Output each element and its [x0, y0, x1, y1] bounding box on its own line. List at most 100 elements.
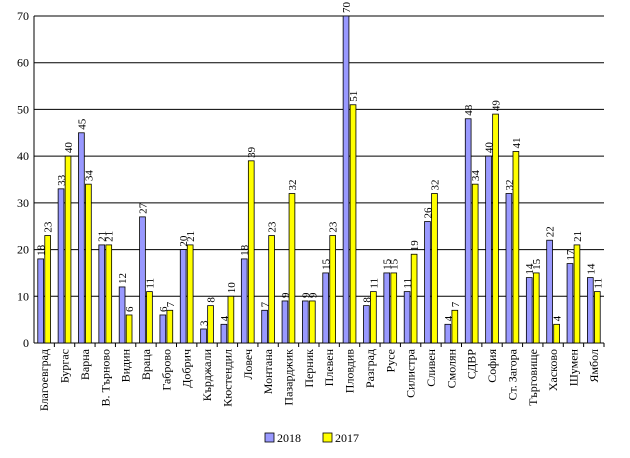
category-label: Кърджали: [200, 348, 214, 401]
category-label: Габрово: [159, 349, 173, 391]
bar-2018-25: [546, 239, 553, 344]
data-label-2018-11: 7: [260, 301, 272, 307]
data-label-2017-18: 19: [409, 240, 421, 252]
data-label-2018-22: 40: [484, 142, 496, 154]
data-label-2017-19: 32: [429, 180, 441, 191]
data-label-2017-7: 21: [185, 231, 197, 242]
bar-2018-8: [200, 328, 207, 344]
legend-label-2017: 2017: [335, 431, 359, 445]
data-label-2018-0: 18: [36, 244, 48, 256]
bar-2018-16: [363, 305, 370, 344]
data-label-2018-26: 17: [565, 249, 577, 261]
bar-2018-9: [220, 323, 228, 344]
bar-2017-2: [85, 183, 92, 344]
bar-2017-10: [247, 160, 255, 344]
bar-2017-22: [492, 113, 499, 344]
data-label-2018-23: 32: [504, 180, 516, 191]
data-label-2018-6: 6: [158, 306, 170, 312]
data-label-2017-1: 40: [63, 142, 75, 154]
bar-2018-13: [302, 300, 309, 344]
data-label-2018-21: 48: [463, 104, 475, 116]
bar-2018-20: [444, 323, 452, 344]
bar-2017-25: [553, 323, 560, 344]
data-label-2018-4: 12: [117, 273, 129, 284]
data-label-2017-5: 11: [144, 278, 156, 289]
data-label-2018-25: 22: [545, 226, 557, 237]
data-label-2017-0: 23: [43, 221, 55, 233]
data-label-2018-7: 20: [178, 235, 190, 247]
bar-2017-24: [532, 272, 540, 344]
data-label-2017-21: 34: [470, 170, 482, 182]
y-tick-label: 10: [17, 289, 29, 303]
y-tick-label: 40: [17, 149, 29, 163]
bar-2017-19: [431, 193, 438, 344]
category-label: Разград: [363, 349, 377, 388]
bar-2018-1: [57, 188, 65, 344]
category-label: Варна: [78, 348, 92, 380]
category-label: В. Търново: [98, 349, 112, 407]
bar-2018-6: [159, 314, 167, 344]
category-label: Перник: [302, 349, 316, 388]
bar-2018-24: [525, 277, 533, 344]
bar-2017-0: [44, 235, 51, 344]
bar-2017-16: [370, 291, 377, 344]
data-label-2017-11: 23: [267, 221, 279, 233]
bar-2017-15: [349, 104, 357, 344]
data-label-2018-3: 21: [97, 231, 109, 242]
category-label: Пазарджик: [281, 349, 295, 406]
category-label: Шумен: [566, 348, 580, 386]
category-label: Ловеч: [241, 349, 255, 380]
data-label-2018-17: 15: [382, 258, 394, 270]
bar-2018-22: [485, 155, 492, 344]
category-label: Видин: [119, 348, 133, 382]
bar-2017-20: [451, 309, 459, 344]
bar-2018-23: [505, 193, 513, 344]
bar-2017-12: [288, 193, 296, 344]
data-label-2018-19: 26: [422, 207, 434, 219]
category-label: Бургас: [58, 349, 72, 383]
bar-2018-18: [403, 291, 411, 344]
bar-2018-2: [78, 132, 85, 344]
bar-2018-27: [587, 277, 594, 344]
bar-2018-15: [342, 15, 350, 344]
bar-2017-5: [146, 291, 153, 344]
data-label-2017-13: 9: [307, 292, 319, 298]
data-label-2018-14: 15: [321, 258, 333, 270]
bar-2017-23: [512, 151, 520, 344]
bar-2018-26: [566, 263, 574, 344]
bar-2018-17: [383, 272, 391, 344]
data-label-2017-3: 21: [104, 231, 116, 242]
data-label-2017-2: 34: [83, 170, 95, 182]
category-label: Русе: [383, 349, 397, 372]
data-label-2018-9: 4: [219, 315, 231, 321]
category-label: Враца: [139, 348, 153, 380]
category-label: Хасково: [546, 349, 560, 391]
category-label: Смолян: [444, 348, 458, 388]
data-label-2017-10: 39: [246, 146, 258, 158]
y-tick-label: 20: [17, 243, 29, 257]
category-label: Силистра: [404, 348, 418, 398]
bar-2017-18: [410, 253, 418, 344]
data-label-2017-26: 21: [572, 231, 584, 242]
category-label: СДВР: [465, 349, 479, 380]
data-label-2018-27: 14: [585, 263, 597, 275]
bar-2017-17: [390, 272, 398, 344]
data-label-2017-4: 6: [124, 306, 136, 312]
data-label-2017-25: 4: [552, 315, 564, 321]
bar-2017-3: [105, 244, 113, 344]
data-label-2017-8: 8: [206, 297, 218, 303]
category-label: Благоевград: [37, 349, 51, 411]
bar-2018-7: [179, 249, 187, 344]
data-label-2018-1: 33: [56, 174, 68, 186]
data-label-2017-27: 11: [592, 278, 604, 289]
data-label-2018-13: 9: [300, 292, 312, 298]
data-label-2017-17: 15: [389, 258, 401, 270]
category-label: Кюстендил: [220, 349, 234, 407]
data-label-2018-5: 27: [137, 202, 149, 214]
data-label-2017-24: 15: [531, 258, 543, 270]
data-label-2017-15: 51: [348, 91, 360, 102]
data-label-2018-16: 8: [361, 297, 373, 303]
bar-2018-4: [118, 286, 126, 344]
y-tick-label: 30: [17, 196, 29, 210]
data-label-2018-2: 45: [76, 118, 88, 130]
